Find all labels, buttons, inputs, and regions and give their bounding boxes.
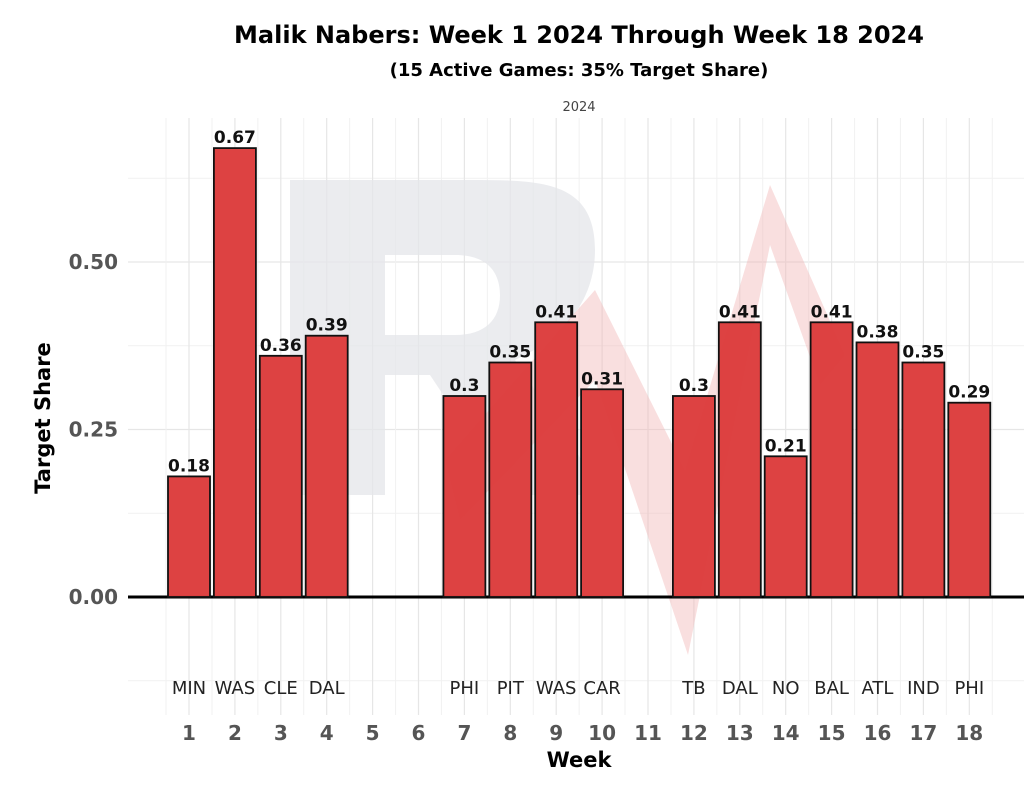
x-tick-label: 6 (412, 721, 426, 745)
x-tick-label: 17 (909, 721, 937, 745)
bar-week-7 (442, 395, 487, 598)
opponent-label: TB (681, 678, 705, 699)
opponent-label: CAR (583, 678, 620, 699)
x-tick-label: 11 (634, 721, 662, 745)
watermark-stripe (445, 185, 845, 655)
x-tick-label: 10 (588, 721, 616, 745)
bar-week-9 (534, 321, 579, 598)
bar-week-10 (580, 388, 624, 598)
x-tick-label: 8 (503, 721, 517, 745)
bar-week-13 (717, 321, 762, 598)
bar-value-label: 0.3 (449, 376, 479, 396)
bar-value-label: 0.35 (489, 343, 531, 363)
opponent-label: ATL (862, 678, 894, 699)
opponent-label: PHI (954, 678, 984, 699)
facet-label: 2024 (562, 100, 595, 115)
x-tick-label: 12 (680, 721, 708, 745)
bar-value-label: 0.67 (214, 128, 256, 148)
x-tick-label: 7 (457, 721, 471, 745)
bars: 0.180.670.360.390.30.350.410.31 0.30.410.… (167, 128, 992, 699)
opponent-label: CLE (264, 678, 298, 699)
opponent-label: DAL (722, 678, 758, 699)
x-tick-label: 5 (366, 721, 380, 745)
bar-value-label: 0.41 (535, 302, 577, 322)
y-axis-ticks: 0.00 0.25 0.50 (69, 250, 118, 609)
x-tick-label: 2 (228, 721, 242, 745)
y-tick-label: 0.50 (69, 250, 118, 274)
bar-value-label: 0.31 (581, 369, 623, 389)
x-tick-label: 16 (864, 721, 892, 745)
y-axis-title: Target Share (31, 342, 55, 494)
bar-week-3 (258, 354, 303, 598)
x-tick-label: 4 (320, 721, 334, 745)
bar-value-label: 0.18 (168, 456, 210, 476)
opponent-label: WAS (536, 678, 577, 699)
bar-value-label: 0.3 (679, 376, 709, 396)
chart-title: Malik Nabers: Week 1 2024 Through Week 1… (234, 21, 924, 49)
y-tick-label: 0.25 (69, 418, 118, 442)
bar-value-label: 0.35 (902, 343, 944, 363)
opponent-label: PHI (450, 678, 480, 699)
chart-subtitle: (15 Active Games: 35% Target Share) (390, 60, 769, 81)
opponent-label: DAL (309, 678, 345, 699)
opponent-label: NO (772, 678, 800, 699)
bar-week-12 (672, 395, 716, 598)
bar-week-2 (212, 147, 257, 598)
x-tick-label: 15 (818, 721, 846, 745)
y-tick-label: 0.00 (69, 585, 118, 609)
bar-week-4 (304, 334, 349, 598)
bar-value-label: 0.36 (260, 336, 302, 356)
x-tick-label: 1 (182, 721, 196, 745)
x-tick-label: 18 (955, 721, 983, 745)
bar-value-label: 0.39 (306, 316, 348, 336)
x-tick-label: 3 (274, 721, 288, 745)
opponent-label: BAL (814, 678, 849, 699)
bar-value-label: 0.38 (857, 322, 899, 342)
opponent-label: IND (907, 678, 940, 699)
x-tick-label: 14 (772, 721, 800, 745)
opponent-label: MIN (172, 678, 206, 699)
bar-week-1 (167, 475, 211, 598)
bar-value-label: 0.21 (765, 436, 807, 456)
bar-week-8 (488, 361, 533, 598)
bar-week-14 (763, 455, 808, 598)
bar-week-16 (855, 341, 900, 598)
bar-week-15 (809, 321, 854, 598)
bar-value-label: 0.41 (811, 302, 853, 322)
bar-week-18 (947, 401, 992, 598)
bar-value-label: 0.29 (948, 383, 990, 403)
x-axis-title: Week (547, 748, 613, 772)
x-axis-ticks: 1 2 3 4 5 6 7 8 9 10 11 12 13 14 15 16 17 18 (182, 721, 983, 745)
opponent-label: PIT (497, 678, 525, 699)
x-tick-label: 13 (726, 721, 754, 745)
bar-week-17 (901, 361, 946, 598)
bar-value-label: 0.41 (719, 302, 761, 322)
opponent-label: WAS (215, 678, 256, 699)
x-tick-label: 9 (549, 721, 563, 745)
